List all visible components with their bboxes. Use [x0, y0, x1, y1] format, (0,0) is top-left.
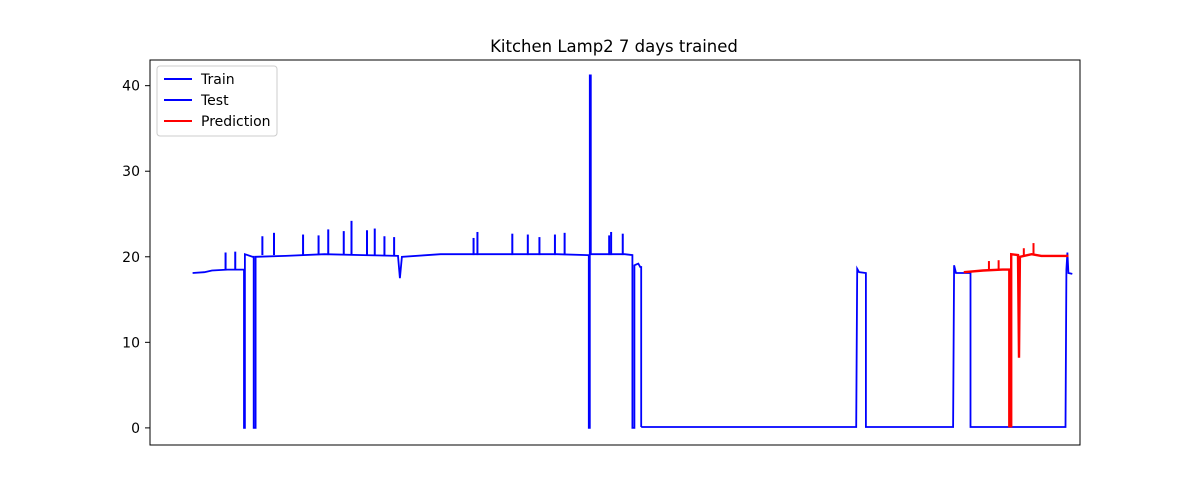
- y-tick-label: 40: [122, 79, 140, 95]
- y-tick-label: 10: [122, 335, 140, 351]
- y-tick-label: 0: [131, 421, 140, 437]
- axes-layer: 0 10 20 30 40: [122, 59, 1081, 446]
- legend-label-test: Test: [200, 93, 229, 109]
- series-layer: [192, 74, 1073, 429]
- legend: Train Test Prediction: [156, 65, 278, 137]
- series-line-test: [641, 252, 1073, 428]
- y-tick-label: 30: [122, 164, 140, 180]
- chart-title: Kitchen Lamp2 7 days trained: [490, 37, 738, 56]
- series-line-train: [192, 74, 643, 429]
- legend-label-train: Train: [200, 72, 235, 88]
- legend-box: [156, 65, 278, 137]
- legend-label-prediction: Prediction: [201, 114, 271, 130]
- y-tick-label: 20: [122, 250, 140, 266]
- series-line-prediction: [963, 252, 1069, 428]
- plot-frame: [149, 59, 1081, 446]
